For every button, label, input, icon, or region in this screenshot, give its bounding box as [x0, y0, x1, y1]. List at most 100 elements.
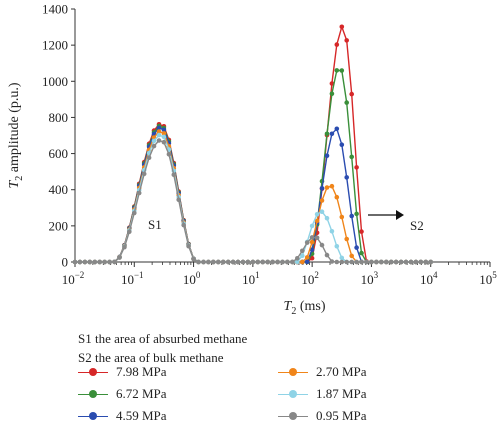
- y-axis-label: T2 amplitude (p.u.): [7, 82, 25, 188]
- series-point-5: [117, 255, 122, 260]
- series-point-1: [324, 131, 330, 137]
- series-point-5: [408, 259, 414, 265]
- x-tick-label: 104: [420, 270, 438, 287]
- series-point-0: [354, 165, 359, 170]
- series-point-5: [206, 259, 211, 265]
- series-point-2: [354, 245, 359, 250]
- y-tick-label: 800: [49, 110, 69, 125]
- y-tick-label: 400: [49, 182, 69, 197]
- t2-spectrum-chart: 0 200 400 600 800 1000 1200 1400 10−2 10−1 100 101 1…: [7, 2, 497, 318]
- series-line-2: [75, 127, 431, 263]
- series-point-5: [369, 259, 374, 265]
- series-point-4: [156, 132, 162, 138]
- legend-marker: [89, 412, 97, 420]
- annotation-s2: S2: [410, 218, 424, 233]
- series-point-2: [344, 175, 350, 180]
- series-point-5: [77, 259, 83, 265]
- series-point-5: [339, 259, 345, 265]
- series-point-5: [314, 235, 320, 241]
- series-point-5: [230, 259, 236, 265]
- series-point-4: [314, 212, 320, 217]
- series-point-3: [344, 236, 350, 242]
- x-tick-label: 102: [301, 270, 319, 287]
- series-point-4: [309, 223, 315, 229]
- series-point-2: [161, 127, 167, 133]
- series-point-5: [285, 259, 290, 265]
- series-point-1: [359, 250, 364, 256]
- series-point-3: [349, 253, 355, 259]
- x-tick-label: 105: [479, 270, 497, 287]
- series-point-5: [379, 259, 384, 265]
- series-point-5: [334, 259, 340, 265]
- series-point-5: [309, 235, 315, 240]
- series-point-0: [359, 229, 364, 234]
- series-point-5: [196, 259, 201, 265]
- series-point-5: [97, 259, 102, 265]
- annotation-s1: S1: [148, 217, 162, 232]
- series-point-5: [260, 259, 266, 265]
- series-point-5: [428, 259, 434, 265]
- series-point-2: [329, 131, 335, 137]
- series-point-0: [349, 91, 355, 97]
- series-point-5: [418, 259, 424, 265]
- series-point-4: [334, 244, 340, 249]
- series-point-5: [423, 259, 429, 265]
- series-point-5: [275, 259, 280, 265]
- series-point-4: [295, 259, 300, 265]
- series-point-5: [300, 248, 305, 254]
- series-point-3: [300, 259, 305, 265]
- series-point-1: [344, 100, 350, 105]
- series-point-4: [339, 255, 345, 261]
- series-point-5: [324, 252, 330, 258]
- series-point-3: [314, 218, 320, 224]
- series-point-3: [339, 214, 345, 220]
- x-tick-label: 103: [361, 270, 379, 287]
- series-point-5: [87, 259, 93, 265]
- series-point-2: [334, 126, 340, 132]
- series-line-5: [75, 139, 431, 263]
- series-point-3: [309, 239, 315, 245]
- series-point-4: [324, 215, 330, 221]
- series-point-5: [156, 138, 162, 143]
- series-point-5: [127, 229, 132, 235]
- series-point-2: [309, 247, 315, 252]
- series-point-3: [329, 183, 335, 189]
- series-point-4: [319, 209, 325, 214]
- series-point-5: [398, 259, 404, 265]
- legend-label: 7.98 MPa: [116, 364, 167, 379]
- series-point-5: [136, 190, 142, 196]
- series-point-5: [344, 259, 350, 265]
- legend-label: 0.95 MPa: [316, 408, 367, 423]
- series-point-5: [82, 259, 88, 265]
- series-point-1: [334, 68, 340, 73]
- series-point-5: [92, 259, 98, 265]
- series-point-5: [388, 259, 394, 265]
- series-point-5: [329, 259, 335, 264]
- series-point-5: [216, 259, 221, 265]
- y-tick-label: 0: [62, 255, 69, 270]
- legend-marker: [89, 390, 97, 398]
- legend-marker: [289, 390, 297, 398]
- series-point-5: [384, 259, 389, 265]
- series-point-5: [265, 259, 271, 265]
- note-s1: S1 the area of absurbed methane: [78, 331, 248, 346]
- series-point-5: [319, 242, 325, 248]
- series-point-4: [161, 134, 167, 140]
- series-point-5: [349, 259, 355, 265]
- series-point-5: [235, 259, 241, 265]
- series-point-5: [201, 259, 206, 265]
- y-tick-label: 200: [49, 218, 69, 233]
- series-point-5: [166, 152, 172, 157]
- series-point-4: [300, 253, 305, 258]
- series-point-2: [339, 142, 345, 147]
- series-point-5: [220, 259, 226, 265]
- series-point-5: [112, 259, 117, 265]
- series-point-5: [186, 243, 191, 249]
- series-point-3: [304, 255, 310, 260]
- series-point-1: [339, 68, 345, 73]
- series-point-5: [255, 259, 261, 265]
- series-point-5: [374, 259, 379, 265]
- series-point-5: [364, 259, 369, 265]
- series-point-5: [403, 259, 409, 265]
- y-tick-label: 600: [49, 146, 69, 161]
